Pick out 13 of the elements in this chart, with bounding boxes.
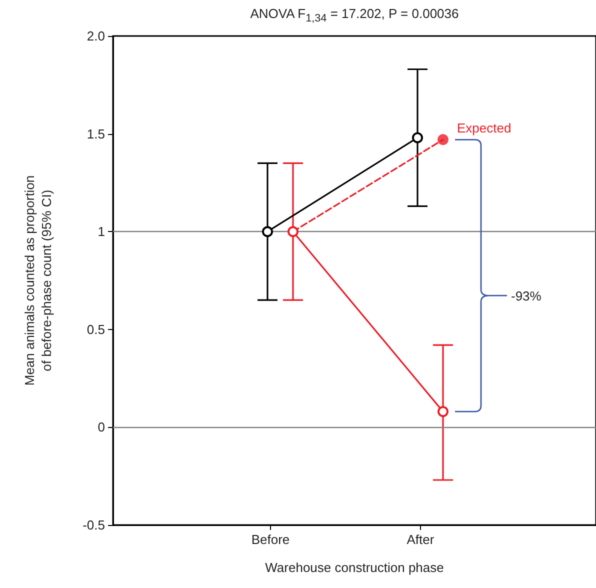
x-tick-label: After bbox=[406, 532, 435, 547]
y-axis-title: Mean animals counted as proportion of before-phase count (95% CI) bbox=[22, 175, 54, 386]
y-tick-label: -0.5 bbox=[82, 518, 105, 532]
y-tick-label: 1.5 bbox=[86, 126, 105, 142]
y-tick-label: 1 bbox=[98, 224, 105, 240]
x-tick-label: Before bbox=[251, 532, 290, 547]
annotation: -93% bbox=[511, 288, 542, 304]
y-tick-label: 0.5 bbox=[86, 322, 105, 337]
chart-title: ANOVA F$_{1,34}$ = 17.202, P = 0.00036 bbox=[249, 6, 460, 25]
x-axis-title: Warehouse construction phase bbox=[265, 560, 444, 575]
y-tick-label: 2.0 bbox=[86, 28, 105, 44]
annotation: Expected bbox=[457, 120, 512, 136]
y-tick-label: 0 bbox=[98, 420, 105, 435]
